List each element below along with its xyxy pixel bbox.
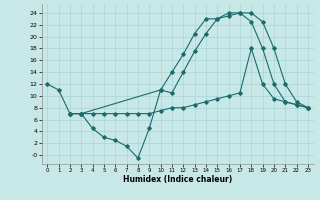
X-axis label: Humidex (Indice chaleur): Humidex (Indice chaleur) — [123, 175, 232, 184]
